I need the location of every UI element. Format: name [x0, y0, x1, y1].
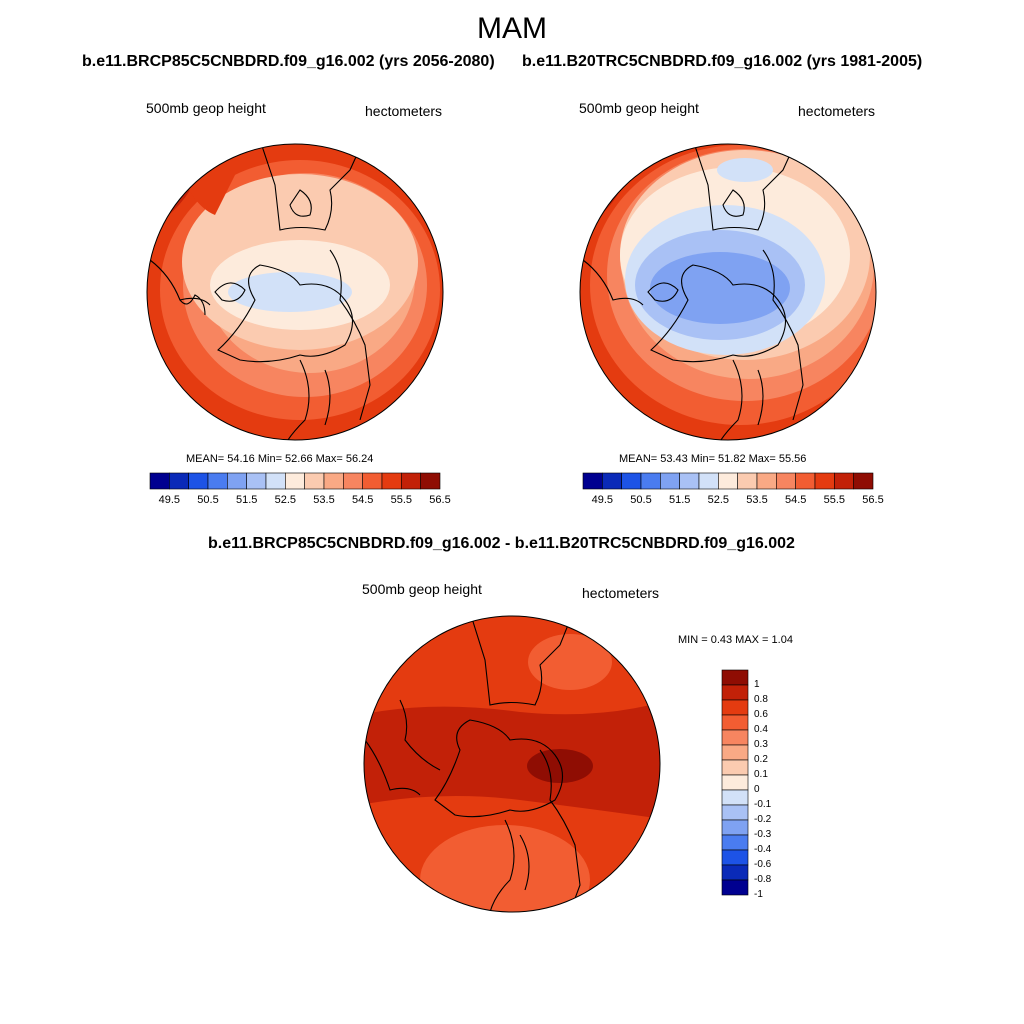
- historical-colorbar-tick-label: 53.5: [746, 494, 767, 506]
- future-colorbar-tick-label: 53.5: [313, 494, 334, 506]
- historical-colorbar-swatch: [621, 472, 642, 490]
- future-colorbar-swatch: [285, 472, 305, 490]
- future-colorbar-swatch: [149, 472, 170, 490]
- historical-colorbar-swatch: [602, 472, 622, 490]
- difference-stats: MIN = 0.43 MAX = 1.04: [678, 634, 793, 646]
- difference-colorbar-swatch: [721, 774, 749, 791]
- difference-units-label: hectometers: [582, 585, 660, 601]
- future-colorbar-tick-label: 50.5: [197, 494, 218, 506]
- historical-colorbar-swatch: [737, 472, 758, 490]
- historical-map: [579, 143, 877, 441]
- future-colorbar-swatch: [323, 472, 344, 490]
- future-colorbar-tick-label: 56.5: [429, 494, 450, 506]
- difference-colorbar-tick-label: -0.1: [754, 799, 772, 810]
- future-colorbar-swatch: [188, 472, 209, 490]
- future-colorbar-swatch: [420, 472, 441, 490]
- future-colorbar-swatch: [343, 472, 363, 490]
- future-colorbar-swatch: [401, 472, 421, 490]
- historical-colorbar: 49.5 50.5 51.5 52.5 53.5 54.5 55.5 56.5: [582, 472, 884, 506]
- difference-subtitle: b.e11.BRCP85C5CNBDRD.f09_g16.002 - b.e11…: [208, 535, 795, 552]
- historical-colorbar-tick-label: 56.5: [862, 494, 883, 506]
- historical-stats: MEAN= 53.43 Min= 51.82 Max= 55.56: [619, 453, 807, 465]
- historical-colorbar-swatch: [679, 472, 700, 490]
- historical-variable-label: 500mb geop height: [579, 100, 699, 116]
- difference-colorbar-swatch: [721, 789, 749, 806]
- historical-colorbar-tick-label: 49.5: [592, 494, 613, 506]
- future-colorbar-swatch: [381, 472, 402, 490]
- future-colorbar-tick-label: 52.5: [275, 494, 296, 506]
- difference-colorbar-tick-label: 0.8: [754, 694, 768, 705]
- future-colorbar-swatch: [304, 472, 325, 490]
- difference-colorbar-swatch: [721, 729, 749, 746]
- historical-units-label: hectometers: [798, 103, 876, 119]
- historical-subtitle: b.e11.B20TRC5CNBDRD.f09_g16.002 (yrs 198…: [522, 53, 923, 70]
- difference-colorbar-tick-label: -0.6: [754, 859, 772, 870]
- difference-colorbar-swatch: [721, 864, 749, 881]
- difference-colorbar-swatch: [721, 804, 749, 821]
- difference-colorbar-swatch: [721, 684, 749, 701]
- historical-colorbar-swatch: [698, 472, 719, 490]
- historical-colorbar-swatch: [814, 472, 835, 490]
- historical-colorbar-swatch: [853, 472, 874, 490]
- historical-colorbar-swatch: [640, 472, 661, 490]
- future-colorbar-swatch: [169, 472, 189, 490]
- difference-colorbar-tick-label: -0.4: [754, 844, 772, 855]
- future-colorbar-swatch: [207, 472, 228, 490]
- difference-colorbar-tick-label: 0.2: [754, 754, 768, 765]
- difference-colorbar: 1 0.8 0.6 0.4 0.3 0.2 0.1 0 -0.1 -0.2 -0.3 -0.4 -0.6…: [721, 669, 772, 900]
- future-colorbar-tick-label: 55.5: [391, 494, 412, 506]
- future-stats: MEAN= 54.16 Min= 52.66 Max= 56.24: [186, 453, 374, 465]
- future-colorbar-swatch: [265, 472, 286, 490]
- difference-colorbar-swatch: [721, 699, 749, 716]
- historical-colorbar-swatch: [660, 472, 680, 490]
- historical-colorbar-swatch: [776, 472, 796, 490]
- difference-colorbar-tick-label: -1: [754, 889, 763, 900]
- difference-colorbar-swatch: [721, 669, 749, 686]
- historical-colorbar-tick-label: 52.5: [708, 494, 729, 506]
- difference-colorbar-tick-label: 1: [754, 679, 760, 690]
- figure-title: MAM: [477, 12, 547, 45]
- difference-colorbar-tick-label: -0.8: [754, 874, 772, 885]
- future-variable-label: 500mb geop height: [146, 100, 266, 116]
- historical-colorbar-swatch: [834, 472, 854, 490]
- difference-variable-label: 500mb geop height: [362, 581, 482, 597]
- historical-colorbar-tick-label: 51.5: [669, 494, 690, 506]
- difference-map: [363, 615, 661, 913]
- historical-colorbar-tick-label: 50.5: [630, 494, 651, 506]
- difference-colorbar-swatch: [721, 744, 749, 761]
- historical-colorbar-swatch: [718, 472, 738, 490]
- difference-colorbar-tick-label: -0.3: [754, 829, 772, 840]
- historical-colorbar-tick-label: 54.5: [785, 494, 806, 506]
- difference-colorbar-tick-label: 0.3: [754, 739, 768, 750]
- difference-colorbar-swatch: [721, 834, 749, 851]
- future-colorbar-tick-label: 54.5: [352, 494, 373, 506]
- difference-colorbar-swatch: [721, 879, 749, 896]
- difference-colorbar-tick-label: 0: [754, 784, 760, 795]
- historical-colorbar-swatch: [756, 472, 777, 490]
- future-colorbar: 49.5 50.5 51.5 52.5 53.5 54.5 55.5 56.5: [149, 472, 451, 506]
- difference-colorbar-swatch: [721, 759, 749, 776]
- historical-colorbar-swatch: [795, 472, 816, 490]
- difference-colorbar-tick-label: 0.4: [754, 724, 768, 735]
- difference-colorbar-tick-label: 0.1: [754, 769, 768, 780]
- difference-colorbar-swatch: [721, 714, 749, 731]
- difference-colorbar-swatch: [721, 819, 749, 836]
- future-colorbar-swatch: [227, 472, 247, 490]
- difference-colorbar-swatch: [721, 849, 749, 866]
- future-colorbar-swatch: [246, 472, 267, 490]
- future-colorbar-tick-label: 49.5: [159, 494, 180, 506]
- future-colorbar-swatch: [362, 472, 383, 490]
- difference-colorbar-tick-label: 0.6: [754, 709, 768, 720]
- historical-colorbar-tick-label: 55.5: [824, 494, 845, 506]
- future-colorbar-tick-label: 51.5: [236, 494, 257, 506]
- future-map: [146, 143, 444, 441]
- future-units-label: hectometers: [365, 103, 443, 119]
- historical-colorbar-swatch: [582, 472, 603, 490]
- future-subtitle: b.e11.BRCP85C5CNBDRD.f09_g16.002 (yrs 20…: [82, 53, 495, 70]
- difference-colorbar-tick-label: -0.2: [754, 814, 772, 825]
